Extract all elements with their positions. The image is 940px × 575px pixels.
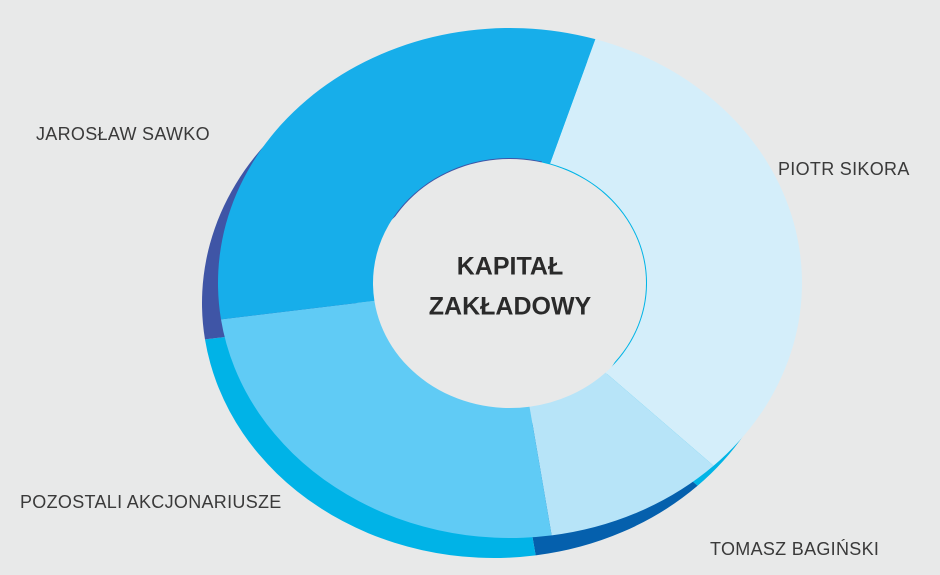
slice — [218, 27, 596, 320]
slice — [550, 39, 803, 466]
slice — [529, 372, 714, 536]
center-title: KAPITAŁ — [457, 253, 563, 281]
slice-label: POZOSTALI AKCJONARIUSZE — [20, 492, 282, 512]
slice-label: TOMASZ BAGIŃSKI — [710, 539, 879, 559]
slice-label: PIOTR SIKORA — [778, 159, 910, 179]
slice — [220, 300, 552, 539]
center-title: ZAKŁADOWY — [429, 293, 592, 321]
slice-label: JAROSŁAW SAWKO — [36, 124, 210, 144]
slices — [202, 27, 803, 558]
center-hole — [374, 159, 646, 407]
